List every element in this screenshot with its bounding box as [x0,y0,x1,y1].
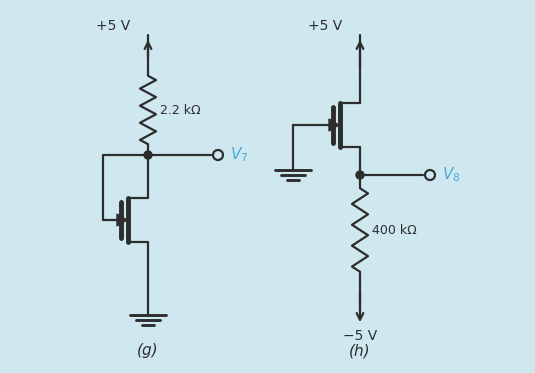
Circle shape [356,171,364,179]
Text: −5 V: −5 V [343,329,377,343]
Text: (h): (h) [349,343,371,358]
Polygon shape [329,119,339,131]
Text: 2.2 kΩ: 2.2 kΩ [160,103,201,116]
Text: 400 kΩ: 400 kΩ [372,223,417,236]
Text: $V_8$: $V_8$ [442,166,461,184]
Text: (g): (g) [137,343,159,358]
Circle shape [144,151,152,159]
Polygon shape [117,214,127,226]
Text: +5 V: +5 V [308,19,342,33]
Text: +5 V: +5 V [96,19,130,33]
Text: $V_7$: $V_7$ [230,145,248,164]
